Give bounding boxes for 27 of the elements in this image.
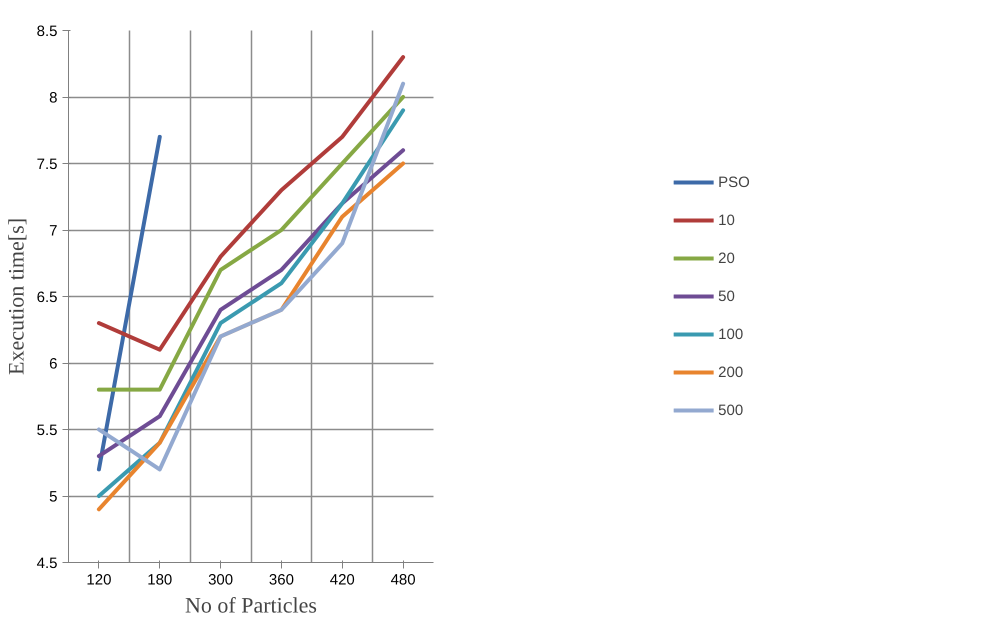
y-tick-label: 8.5 [36, 23, 58, 40]
legend-label: 100 [718, 326, 744, 342]
y-tick-label: 4.5 [36, 555, 58, 572]
legend-label: 20 [718, 250, 736, 266]
x-tick-label: 360 [268, 572, 294, 588]
y-tick-label: 7.5 [36, 156, 58, 173]
y-tick-label: 6.5 [36, 289, 58, 306]
legend-label: 50 [718, 288, 736, 304]
x-tick-label: 300 [208, 572, 234, 588]
y-tick-label: 5.5 [36, 422, 58, 439]
legend-label: 10 [718, 212, 736, 228]
legend-label: 500 [718, 402, 744, 418]
y-axis-title: Execution time[s] [4, 218, 29, 376]
y-tick-label: 7 [49, 222, 58, 240]
legend-label: PSO [718, 174, 750, 190]
x-tick-label: 120 [86, 572, 112, 588]
y-tick-label: 5 [49, 488, 58, 506]
x-tick-label: 420 [330, 572, 355, 588]
line-series [96, 95, 406, 392]
x-axis-title: No of Particles [185, 592, 317, 618]
line-series [96, 55, 406, 352]
y-tick-label: 8 [49, 90, 58, 106]
legend-label: 200 [718, 364, 744, 380]
y-tick-label: 6 [49, 356, 58, 372]
x-tick-label: 480 [390, 572, 416, 588]
x-tick-label: 180 [147, 572, 172, 588]
line-series [96, 148, 406, 458]
